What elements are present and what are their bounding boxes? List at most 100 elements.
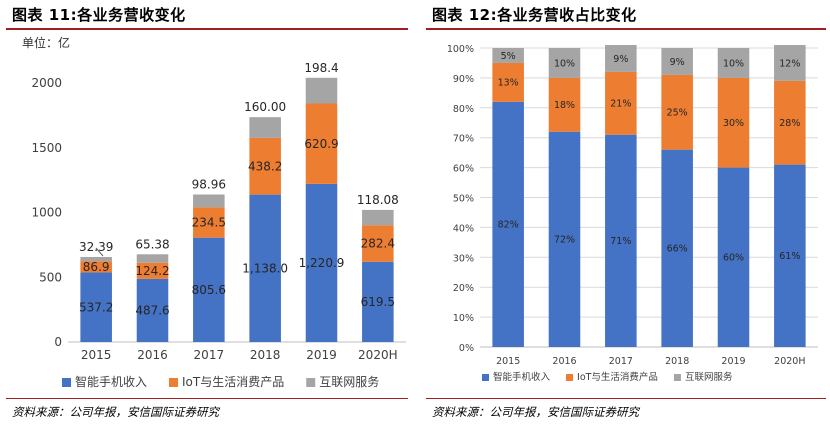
bar-segment bbox=[305, 77, 338, 104]
x-tick-label: 2016 bbox=[552, 356, 576, 367]
legend-label: IoT与生活消费产品 bbox=[577, 371, 658, 383]
x-tick-label: 2016 bbox=[137, 348, 168, 362]
y-tick-label: 1000 bbox=[31, 206, 62, 220]
data-label: 160.00 bbox=[244, 100, 286, 114]
bar-segment bbox=[80, 272, 112, 342]
bar-segment bbox=[492, 48, 524, 63]
bar-segment bbox=[492, 101, 524, 347]
bar-segment bbox=[80, 261, 112, 273]
data-label: 65.38 bbox=[135, 237, 169, 251]
y-tick-label: 1500 bbox=[31, 141, 62, 155]
data-label: 282.4 bbox=[361, 237, 395, 251]
title-divider bbox=[6, 28, 408, 30]
unit-label: 单位：亿 bbox=[22, 36, 71, 50]
bar-segment bbox=[193, 237, 225, 342]
data-label: 805.6 bbox=[192, 283, 226, 297]
x-tick-label: 2015 bbox=[496, 356, 520, 367]
data-label: 82% bbox=[498, 220, 519, 231]
data-label: 537.2 bbox=[79, 300, 113, 314]
x-tick-label: 2017 bbox=[609, 356, 633, 367]
y-tick-label: 80% bbox=[453, 104, 474, 115]
bar-segment bbox=[305, 103, 338, 184]
data-label: 30% bbox=[723, 118, 744, 129]
bar-segment bbox=[136, 262, 169, 279]
share-stacked-bar-chart: 0% 10% 20% 30% 40% 50% 60% 70% 80% 90% 100% 82% 13% 5… bbox=[447, 44, 818, 383]
bar-segment bbox=[80, 256, 112, 262]
data-label: 1,220.9 bbox=[299, 256, 345, 270]
legend-swatch bbox=[566, 374, 574, 381]
source-divider bbox=[6, 398, 408, 399]
bar-segment bbox=[605, 45, 637, 72]
bar-segment bbox=[362, 209, 394, 226]
bar-segment bbox=[193, 194, 225, 208]
legend-label: 互联网服务 bbox=[319, 374, 379, 389]
bar-segment bbox=[717, 167, 750, 347]
data-label: 1,138.0 bbox=[242, 262, 288, 276]
data-label: 21% bbox=[610, 99, 631, 110]
x-tick-label: 2019 bbox=[721, 356, 745, 367]
data-label: 124.2 bbox=[135, 264, 169, 278]
data-label: 10% bbox=[723, 58, 744, 69]
legend-swatch bbox=[482, 374, 489, 381]
bar-segment bbox=[362, 225, 394, 262]
data-label: 71% bbox=[610, 236, 631, 247]
bar-segment bbox=[193, 207, 225, 238]
data-label: 13% bbox=[498, 78, 519, 89]
chart-title: 图表 11:各业务营收变化 bbox=[12, 6, 186, 24]
bar-segment bbox=[249, 194, 281, 342]
bar-segment bbox=[717, 48, 750, 78]
bar-segment bbox=[249, 117, 281, 138]
data-label: 28% bbox=[779, 118, 800, 129]
revenue-stacked-bar-chart: 0 500 1000 1500 2000 537.2 86.9 32.39 2015 487.6 1… bbox=[31, 61, 406, 389]
bar-segment bbox=[136, 254, 169, 263]
data-label: 234.5 bbox=[192, 216, 226, 230]
bar-segment bbox=[774, 45, 806, 81]
legend-label: 互联网服务 bbox=[685, 371, 733, 383]
data-label: 9% bbox=[670, 57, 685, 68]
y-tick-label: 500 bbox=[39, 270, 62, 284]
label-leader-line bbox=[95, 247, 104, 257]
bar-segment bbox=[661, 48, 693, 75]
data-label: 86.9 bbox=[83, 260, 110, 274]
legend-label: 智能手机收入 bbox=[493, 371, 551, 383]
y-tick-label: 90% bbox=[453, 74, 474, 85]
data-label: 619.5 bbox=[361, 295, 395, 309]
data-label: 66% bbox=[667, 244, 688, 255]
y-tick-label: 70% bbox=[453, 134, 474, 145]
y-tick-label: 0 bbox=[54, 335, 62, 349]
data-label: 10% bbox=[554, 58, 575, 69]
data-label: 60% bbox=[723, 253, 744, 264]
y-tick-label: 60% bbox=[453, 164, 474, 175]
bar-segment bbox=[605, 134, 637, 347]
bar-segment bbox=[362, 261, 394, 342]
source-note: 资料来源：公司年报，安信国际证券研究 bbox=[432, 405, 639, 419]
bar-segment bbox=[548, 48, 581, 78]
data-label: 438.2 bbox=[248, 159, 282, 173]
bar-segment bbox=[249, 137, 281, 195]
legend-label: 智能手机收入 bbox=[75, 374, 147, 389]
bar-segment bbox=[774, 164, 806, 347]
x-tick-label: 2018 bbox=[250, 348, 281, 362]
bar-segment bbox=[774, 80, 806, 165]
data-label: 9% bbox=[613, 54, 628, 65]
data-label: 198.4 bbox=[304, 61, 338, 75]
share-chart-panel: 图表 12:各业务营收占比变化 0% 10% 20% 30% 40% 50% 60% 70% 8… bbox=[420, 0, 830, 430]
y-tick-label: 40% bbox=[453, 223, 474, 234]
x-tick-label: 2020H bbox=[358, 348, 398, 362]
x-tick-label: 2019 bbox=[306, 348, 337, 362]
legend-swatch bbox=[306, 378, 316, 387]
x-tick-label: 2018 bbox=[665, 356, 689, 367]
data-label: 5% bbox=[501, 51, 516, 62]
source-divider bbox=[426, 398, 826, 399]
source-note: 资料来源：公司年报，安信国际证券研究 bbox=[12, 405, 219, 419]
legend-swatch bbox=[673, 374, 681, 381]
y-tick-label: 20% bbox=[453, 283, 474, 294]
y-tick-label: 0% bbox=[459, 343, 474, 354]
bar-segment bbox=[305, 183, 338, 342]
x-tick-label: 2020H bbox=[774, 356, 805, 367]
y-tick-label: 50% bbox=[453, 194, 474, 205]
legend-swatch bbox=[169, 378, 179, 387]
bar-segment bbox=[548, 131, 581, 347]
bar-segment bbox=[605, 71, 637, 135]
revenue-chart-panel: 图表 11:各业务营收变化 单位：亿 0 500 1000 1500 2000 537.2… bbox=[0, 0, 412, 430]
